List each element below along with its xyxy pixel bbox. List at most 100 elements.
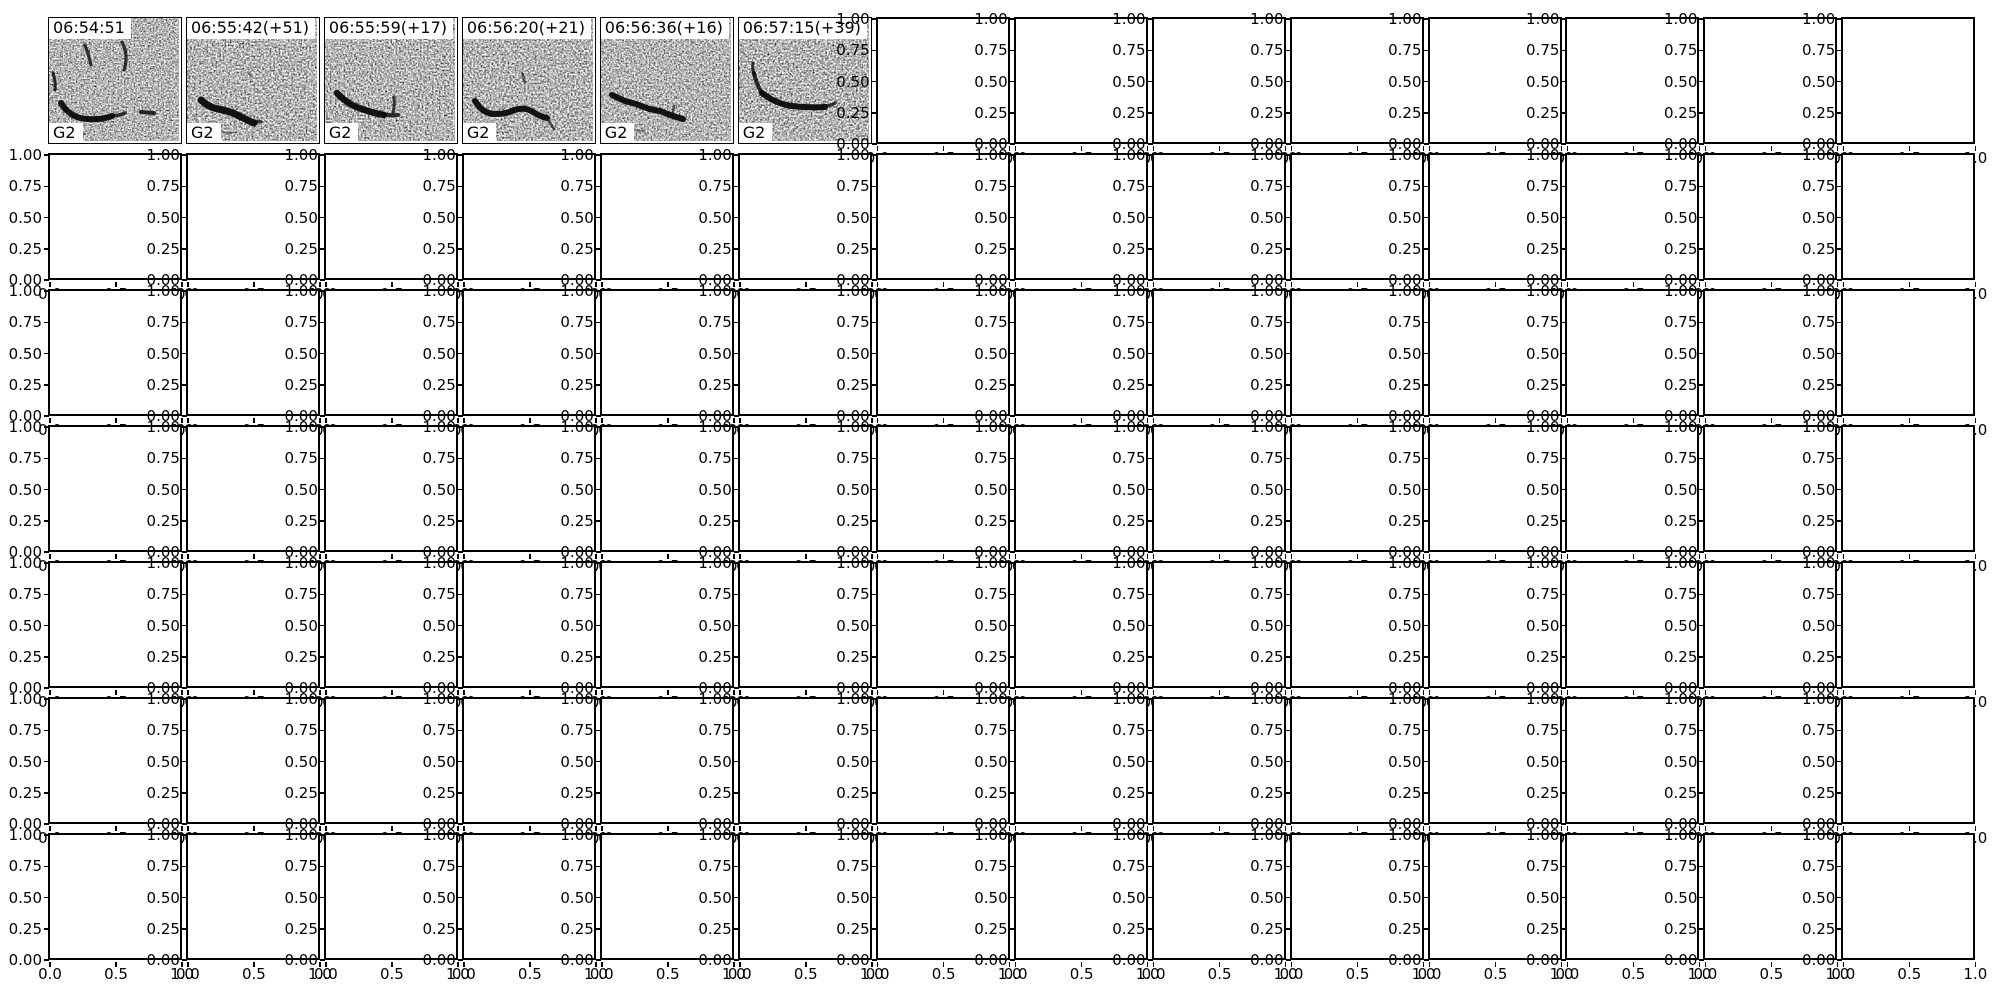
y-tick-mark <box>1423 593 1429 595</box>
y-tick-mark <box>595 426 601 428</box>
y-tick-label: 1.00 <box>1112 690 1146 708</box>
y-tick-label: 0.75 <box>1388 857 1422 876</box>
x-tick-mark <box>1428 282 1431 287</box>
y-tick-mark <box>1423 520 1429 522</box>
y-tick-mark <box>1837 656 1843 658</box>
spectrogram-panel: 06:54:51 G2 <box>48 17 182 144</box>
y-tick-label: 0.50 <box>8 888 42 907</box>
y-tick-mark <box>181 488 187 491</box>
y-tick-mark <box>1423 865 1429 867</box>
x-tick-mark <box>1014 282 1017 287</box>
x-tick-mark <box>733 282 735 287</box>
y-tick-mark <box>457 520 463 522</box>
subplot-cell: 1.000.750.500.250.000.00.51.0 <box>1526 11 1711 166</box>
y-tick-label: 0.75 <box>1388 313 1422 332</box>
y-tick-mark <box>44 290 49 292</box>
y-tick-label: 0.00 <box>284 679 318 697</box>
y-tick-label: 0.50 <box>836 344 870 363</box>
y-tick-mark <box>733 290 739 292</box>
x-tick-mark <box>457 962 459 967</box>
y-tick-label: 0.75 <box>1250 721 1284 740</box>
y-tick-label: 0.25 <box>560 239 594 258</box>
y-tick-mark <box>1837 520 1843 522</box>
y-tick-mark <box>1699 80 1705 83</box>
y-tick-mark <box>871 959 877 961</box>
y-tick-mark <box>733 698 739 700</box>
y-tick-label: 0.50 <box>284 752 318 771</box>
y-tick-label: 0.50 <box>284 480 318 499</box>
y-tick-mark <box>44 928 49 930</box>
y-tick-mark <box>1423 823 1429 825</box>
x-tick-mark <box>1560 826 1563 831</box>
y-tick-label: 1.00 <box>8 690 42 708</box>
y-tick-mark <box>1699 928 1705 930</box>
y-tick-mark <box>44 834 49 836</box>
y-tick-mark <box>1423 49 1429 51</box>
y-tick-mark <box>457 823 463 825</box>
x-tick-mark <box>1290 690 1293 695</box>
x-tick-mark <box>1014 146 1017 151</box>
x-tick-mark <box>1428 554 1431 559</box>
y-tick-mark <box>1837 959 1843 961</box>
y-tick-mark <box>181 426 187 428</box>
y-tick-mark <box>319 729 325 731</box>
subplot-cell: 1.000.750.500.250.000.00.51.0 <box>560 283 745 438</box>
x-tick-mark <box>391 690 393 695</box>
x-tick-mark <box>1698 826 1701 831</box>
x-tick-mark <box>1284 962 1287 967</box>
y-tick-label: 0.75 <box>974 857 1008 876</box>
y-tick-label: 0.25 <box>1250 511 1284 530</box>
y-tick-mark <box>457 426 463 428</box>
subplot-cell: 1.000.750.500.250.000.00.51.0 <box>1802 11 1987 166</box>
x-tick-mark <box>1152 962 1155 967</box>
x-tick-mark <box>1842 418 1845 423</box>
x-tick-mark <box>1836 554 1839 559</box>
y-tick-mark <box>1009 593 1015 595</box>
x-tick-label: 0.0 <box>1417 965 1442 983</box>
y-tick-label: 1.00 <box>1801 418 1836 436</box>
y-tick-mark <box>181 520 187 522</box>
y-tick-label: 0.25 <box>974 375 1008 394</box>
y-tick-label: 0.75 <box>1801 313 1836 332</box>
y-tick-mark <box>1699 729 1705 731</box>
y-tick-label: 0.75 <box>1663 449 1698 468</box>
x-tick-mark <box>1560 282 1563 287</box>
y-tick-label: 0.25 <box>146 239 180 258</box>
y-tick-mark <box>319 216 325 219</box>
x-tick-mark <box>1632 962 1635 967</box>
x-tick-mark <box>876 282 879 287</box>
y-tick-label: 0.25 <box>1112 511 1146 530</box>
y-tick-label: 0.75 <box>1526 585 1560 604</box>
y-tick-label: 0.50 <box>1526 888 1560 907</box>
y-tick-mark <box>1423 562 1429 564</box>
x-tick-mark <box>1698 282 1701 287</box>
y-tick-mark <box>319 488 325 491</box>
y-tick-label: 0.75 <box>836 857 870 876</box>
x-tick-mark <box>1284 418 1287 423</box>
y-tick-label: 0.50 <box>698 752 732 771</box>
y-tick-label: 0.00 <box>1663 815 1698 833</box>
x-tick-mark <box>1146 554 1149 559</box>
y-tick-label: 0.25 <box>1801 647 1836 666</box>
y-tick-mark <box>1285 792 1291 794</box>
y-tick-label: 1.00 <box>1250 826 1284 844</box>
y-tick-label: 1.00 <box>698 554 732 572</box>
x-tick-mark <box>1494 554 1497 559</box>
y-tick-mark <box>871 520 877 522</box>
y-tick-mark <box>1147 49 1153 51</box>
x-tick-mark <box>876 418 879 423</box>
y-tick-label: 0.50 <box>422 480 456 499</box>
y-tick-mark <box>1699 185 1705 187</box>
y-tick-mark <box>733 687 739 689</box>
subplot-cell: 1.000.750.500.250.000.00.51.0 <box>1802 691 1987 846</box>
y-tick-mark <box>1009 80 1015 83</box>
y-tick-mark <box>181 185 187 187</box>
y-tick-label: 0.75 <box>974 721 1008 740</box>
y-tick-mark <box>595 656 601 658</box>
y-tick-mark <box>733 928 739 930</box>
y-tick-mark <box>319 248 325 250</box>
y-tick-label: 1.00 <box>1526 826 1560 844</box>
y-tick-mark <box>1285 18 1291 20</box>
y-tick-label: 0.00 <box>836 951 870 969</box>
